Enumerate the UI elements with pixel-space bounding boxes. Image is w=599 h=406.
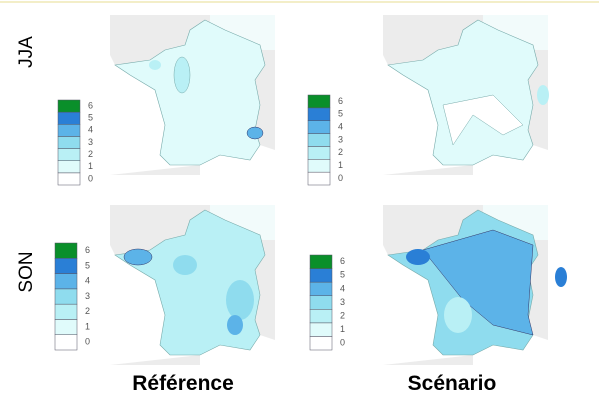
color-legend: 0 1 2 3 4 5 6 xyxy=(57,99,93,186)
legend-swatch xyxy=(307,133,331,147)
legend-tick-label: 2 xyxy=(340,310,345,320)
legend-tick-label: 1 xyxy=(338,160,343,170)
legend-swatch xyxy=(54,288,78,305)
legend-tick-label: 4 xyxy=(338,122,343,132)
legend-tick-label: 4 xyxy=(340,283,345,293)
legend-tick-label: 4 xyxy=(88,125,93,135)
legend-tick-label: 6 xyxy=(340,256,345,266)
legend-tick-label: 2 xyxy=(85,306,90,316)
color-legend: 0 1 2 3 4 5 6 xyxy=(307,94,343,186)
legend-swatch xyxy=(309,268,333,283)
legend-swatch xyxy=(57,148,81,161)
legend-tick-label: 4 xyxy=(85,276,90,286)
legend-swatch xyxy=(57,99,81,113)
legend-tick-label: 1 xyxy=(88,161,93,171)
legend-tick-label: 0 xyxy=(340,338,345,348)
legend-tick-label: 3 xyxy=(338,134,343,144)
legend-swatch xyxy=(309,254,333,269)
legend-tick-label: 3 xyxy=(340,297,345,307)
legend-swatch xyxy=(307,107,331,121)
legend-swatch xyxy=(307,146,331,160)
legend-swatch xyxy=(57,136,81,149)
legend-swatch xyxy=(307,159,331,173)
legend-swatch xyxy=(309,295,333,310)
legend-tick-label: 1 xyxy=(340,324,345,334)
legend-tick-label: 6 xyxy=(338,96,343,106)
legend-swatch xyxy=(54,334,78,351)
legend-swatch xyxy=(57,111,81,125)
legend-swatch xyxy=(54,273,78,290)
legend-swatch xyxy=(309,336,333,351)
legend-tick-label: 5 xyxy=(338,109,343,119)
legend-tick-label: 1 xyxy=(85,321,90,331)
legend-tick-label: 6 xyxy=(88,100,93,110)
legend-swatch xyxy=(54,258,78,274)
legend-tick-label: 0 xyxy=(338,173,343,183)
legend-swatch xyxy=(307,94,331,109)
color-legend: 0 1 2 3 4 5 6 xyxy=(309,254,345,351)
legend-swatch xyxy=(309,281,333,296)
legend-tick-label: 5 xyxy=(340,270,345,280)
map-son-scenario xyxy=(383,205,567,365)
legend-swatch xyxy=(307,171,331,186)
legend-swatch xyxy=(307,120,331,134)
legend-tick-label: 0 xyxy=(88,173,93,183)
legend-tick-label: 3 xyxy=(85,291,90,301)
legend-tick-label: 2 xyxy=(338,147,343,157)
map-jja-reference xyxy=(110,15,275,175)
legend-swatch xyxy=(57,124,81,137)
map-son-reference xyxy=(110,205,275,365)
legend-tick-label: 6 xyxy=(85,245,90,255)
column-label: Référence xyxy=(132,372,234,395)
legend-tick-label: 0 xyxy=(85,337,90,347)
legend-swatch xyxy=(54,319,78,335)
column-label: Scénario xyxy=(408,372,497,395)
color-legend: 0 1 2 3 4 5 6 xyxy=(54,242,90,351)
legend-tick-label: 5 xyxy=(85,260,90,270)
row-label: SON xyxy=(16,251,37,292)
legend-swatch xyxy=(309,309,333,324)
map-jja-scenario xyxy=(383,15,549,175)
row-label: JJA xyxy=(16,36,37,68)
legend-swatch xyxy=(57,172,81,186)
legend-tick-label: 2 xyxy=(88,149,93,159)
legend-swatch xyxy=(54,242,78,259)
legend-swatch xyxy=(309,322,333,337)
legend-swatch xyxy=(54,303,78,320)
legend-swatch xyxy=(57,160,81,174)
legend-tick-label: 3 xyxy=(88,137,93,147)
legend-tick-label: 5 xyxy=(88,113,93,123)
